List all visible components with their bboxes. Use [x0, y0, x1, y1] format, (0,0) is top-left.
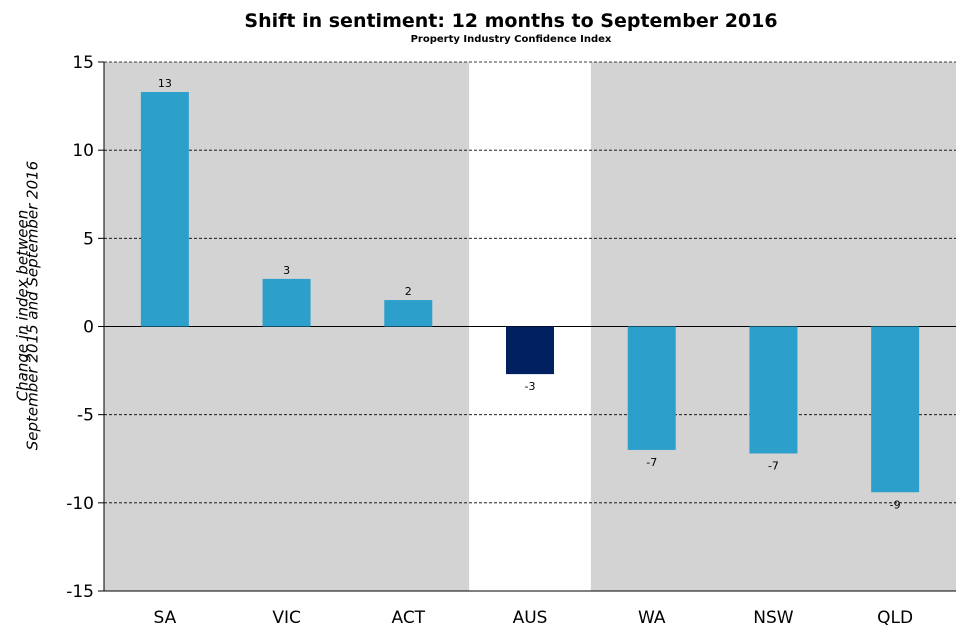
data-label: -9	[890, 498, 901, 511]
y-tick-label: 5	[83, 229, 94, 249]
bar	[749, 326, 798, 454]
y-tick-label: 10	[72, 141, 94, 161]
x-tick-label: WA	[638, 608, 666, 628]
y-tick-label: 0	[83, 318, 94, 338]
bar	[140, 91, 189, 327]
y-tick-label: 15	[72, 53, 94, 73]
x-tick-label: VIC	[272, 608, 301, 628]
x-tick-label: NSW	[753, 608, 794, 628]
bar	[384, 300, 433, 327]
y-tick-label: -15	[66, 582, 94, 602]
data-label: -7	[646, 456, 657, 469]
y-tick-label: -10	[66, 494, 94, 514]
chart-subtitle: Property Industry Confidence Index	[410, 34, 612, 45]
bar	[506, 326, 554, 375]
data-label: 2	[405, 285, 412, 298]
bar	[262, 278, 311, 327]
chart-title: Shift in sentiment: 12 months to Septemb…	[244, 10, 778, 32]
data-label: -3	[525, 380, 536, 393]
bar	[627, 326, 676, 450]
x-tick-label: ACT	[391, 608, 425, 628]
data-label: -7	[768, 459, 779, 472]
x-tick-label: SA	[153, 608, 176, 628]
x-tick-label: QLD	[877, 608, 913, 628]
x-tick-label: AUS	[513, 608, 548, 628]
data-label: 13	[158, 77, 172, 90]
y-tick-label: -5	[77, 406, 94, 426]
bar	[871, 326, 920, 493]
data-label: 3	[283, 264, 290, 277]
